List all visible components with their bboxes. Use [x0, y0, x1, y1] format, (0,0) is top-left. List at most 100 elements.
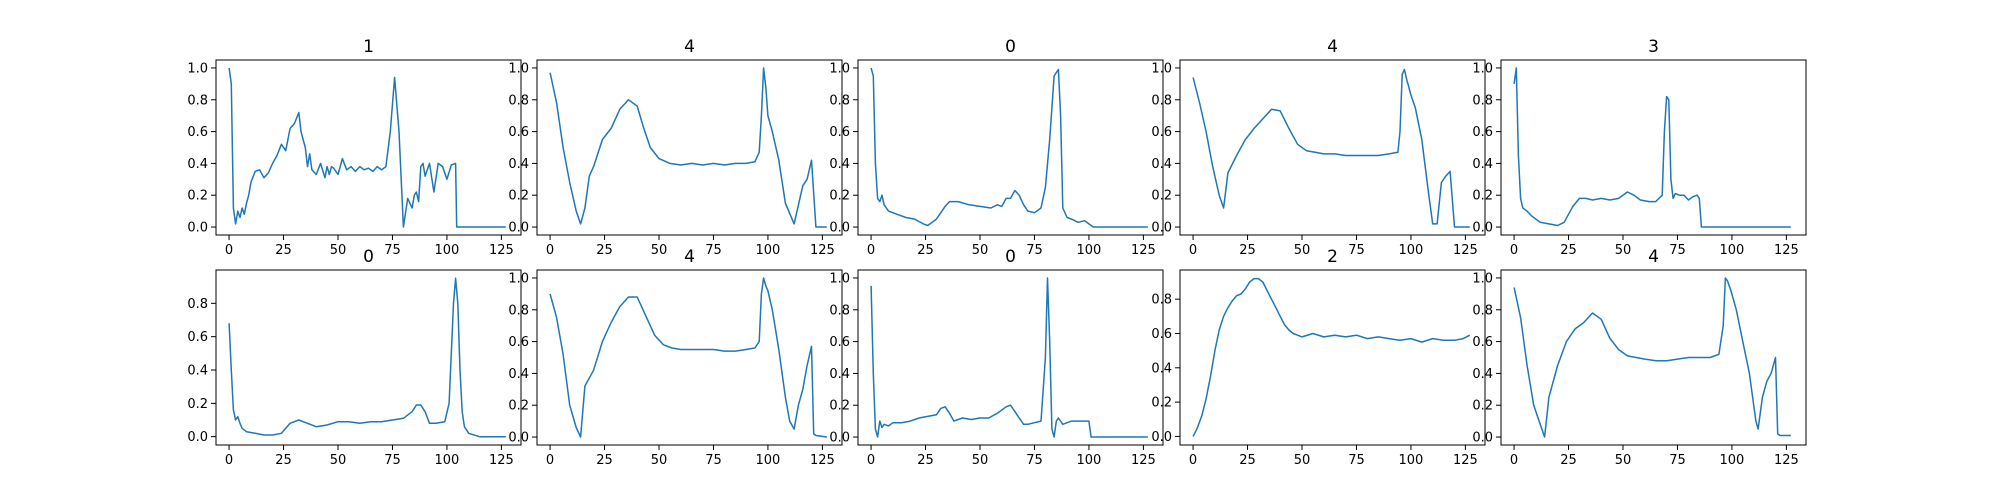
y-tick-label: 0.2 — [1151, 189, 1172, 204]
axes-frame — [536, 269, 843, 446]
x-tick-label: 50 — [1615, 243, 1632, 258]
y-tick-label: 0.0 — [829, 431, 850, 446]
y-tick-label: 0.2 — [187, 397, 208, 412]
x-tick-label: 25 — [1560, 243, 1577, 258]
x-tick-label: 25 — [275, 453, 292, 468]
x-tick-label: 75 — [1669, 453, 1686, 468]
x-tick-label: 0 — [1510, 453, 1518, 468]
subplot-title: 0 — [1005, 247, 1016, 267]
x-tick-label: 0 — [1189, 243, 1197, 258]
y-tick-label: 0.8 — [1472, 303, 1493, 318]
x-tick-label: 50 — [972, 453, 989, 468]
x-tick-label: 0 — [867, 243, 875, 258]
x-tick-label: 25 — [1560, 453, 1577, 468]
x-tick-label: 125 — [810, 243, 835, 258]
y-tick-label: 1.0 — [829, 61, 850, 76]
x-tick-label: 25 — [1239, 243, 1256, 258]
y-tick-label: 0.6 — [508, 125, 529, 140]
x-tick-label: 100 — [756, 243, 781, 258]
x-tick-label: 75 — [1348, 243, 1365, 258]
y-tick-label: 0.8 — [508, 303, 529, 318]
subplot-grid: 1 0 25 50 75 100 125 0.0 0.2 0.4 0.6 0.8 1.0 4 0 25 50 75… — [187, 37, 1807, 468]
y-tick-label: 0.0 — [1472, 221, 1493, 236]
x-tick-label: 75 — [705, 453, 722, 468]
y-tick-label: 0.0 — [187, 430, 208, 445]
x-tick-label: 125 — [1131, 243, 1156, 258]
y-tick-label: 0.2 — [1472, 399, 1493, 414]
y-tick-label: 0.0 — [1151, 430, 1172, 445]
x-tick-label: 0 — [1189, 453, 1197, 468]
y-tick-label: 1.0 — [508, 61, 529, 76]
y-tick-label: 0.4 — [1472, 157, 1493, 172]
x-tick-label: 100 — [1720, 453, 1745, 468]
y-tick-label: 0.8 — [1151, 93, 1172, 108]
axes-frame — [857, 59, 1164, 236]
x-tick-label: 100 — [1077, 243, 1102, 258]
y-tick-label: 0.4 — [829, 367, 850, 382]
y-tick-label: 0.2 — [1151, 396, 1172, 411]
y-tick-label: 1.0 — [1151, 61, 1172, 76]
x-tick-label: 50 — [972, 243, 989, 258]
x-tick-label: 100 — [435, 453, 460, 468]
y-tick-label: 0.8 — [508, 93, 529, 108]
y-tick-label: 1.0 — [1472, 61, 1493, 76]
y-tick-label: 0.6 — [829, 125, 850, 140]
y-tick-label: 0.8 — [187, 93, 208, 108]
y-tick-label: 0.2 — [1472, 189, 1493, 204]
axes-frame — [536, 59, 843, 236]
y-tick-label: 0.4 — [187, 157, 208, 172]
y-tick-label: 0.6 — [1151, 125, 1172, 140]
y-tick-label: 0.0 — [1151, 221, 1172, 236]
y-tick-label: 0.6 — [508, 335, 529, 350]
y-tick-label: 0.6 — [187, 330, 208, 345]
series-line — [1192, 277, 1471, 437]
subplot-6: 0 0 25 50 75 100 125 0.0 0.2 0.4 0.6 0.8 — [187, 247, 522, 468]
subplot-4: 4 0 25 50 75 100 125 0.0 0.2 0.4 0.6 0.8 1.0 — [1151, 37, 1486, 258]
x-tick-label: 125 — [489, 453, 514, 468]
y-tick-label: 0.0 — [187, 221, 208, 236]
y-tick-label: 0.6 — [1472, 125, 1493, 140]
subplot-10: 4 0 25 50 75 100 125 0.0 0.2 0.4 0.6 0.8 1.0 — [1472, 247, 1807, 468]
y-tick-label: 0.4 — [187, 364, 208, 379]
x-tick-label: 75 — [1026, 243, 1043, 258]
x-tick-label: 0 — [1510, 243, 1518, 258]
x-tick-label: 25 — [275, 243, 292, 258]
series-line — [1513, 67, 1791, 228]
series-line — [870, 67, 1148, 228]
y-tick-label: 0.0 — [829, 221, 850, 236]
y-tick-label: 0.8 — [1472, 93, 1493, 108]
x-tick-label: 0 — [546, 453, 554, 468]
axes-frame — [215, 269, 522, 446]
y-tick-label: 0.2 — [187, 189, 208, 204]
axes-frame — [1500, 59, 1807, 236]
subplot-3: 0 0 25 50 75 100 125 0.0 0.2 0.4 0.6 0.8 1.0 — [829, 37, 1164, 258]
subplot-8: 0 0 25 50 75 100 125 0.0 0.2 0.4 0.6 0.8 1.0 — [829, 247, 1164, 468]
y-tick-label: 0.4 — [508, 157, 529, 172]
y-tick-label: 0.8 — [829, 93, 850, 108]
x-tick-label: 100 — [1399, 453, 1424, 468]
x-tick-label: 125 — [1774, 453, 1799, 468]
y-tick-label: 0.6 — [829, 335, 850, 350]
x-tick-label: 50 — [651, 243, 668, 258]
x-tick-label: 25 — [596, 243, 613, 258]
y-tick-label: 0.2 — [508, 189, 529, 204]
x-tick-label: 0 — [225, 243, 233, 258]
subplot-title: 4 — [684, 247, 695, 267]
x-tick-label: 75 — [384, 243, 401, 258]
y-tick-label: 0.6 — [187, 125, 208, 140]
subplot-1: 1 0 25 50 75 100 125 0.0 0.2 0.4 0.6 0.8 1.0 — [187, 37, 522, 258]
subplot-title: 4 — [684, 37, 695, 57]
y-tick-label: 0.8 — [187, 297, 208, 312]
axes-frame — [215, 59, 522, 236]
x-tick-label: 125 — [1453, 243, 1478, 258]
x-tick-label: 125 — [1453, 453, 1478, 468]
x-tick-label: 25 — [596, 453, 613, 468]
series-line — [228, 277, 506, 438]
x-tick-label: 50 — [330, 243, 347, 258]
x-tick-label: 125 — [1774, 243, 1799, 258]
series-line — [228, 67, 506, 228]
y-tick-label: 1.0 — [187, 61, 208, 76]
series-line — [549, 67, 827, 228]
y-tick-label: 0.8 — [1151, 293, 1172, 308]
